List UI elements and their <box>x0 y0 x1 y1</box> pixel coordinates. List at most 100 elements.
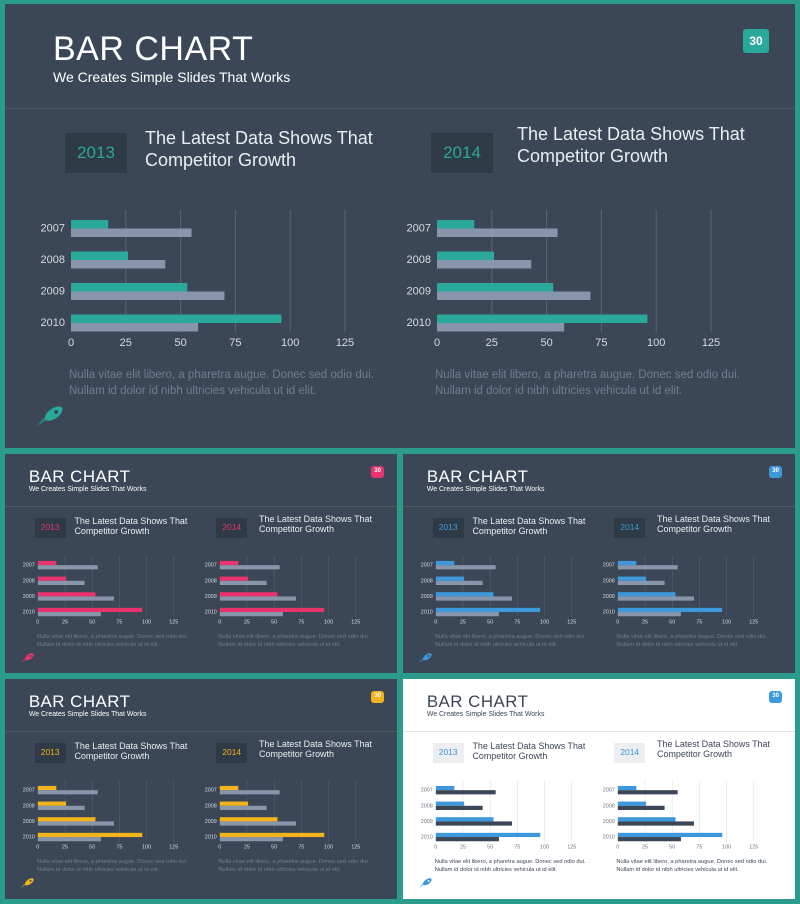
page-number-badge: 30 <box>743 29 769 53</box>
x-tick-label: 0 <box>36 845 39 851</box>
bar-2008-series-1 <box>617 801 646 807</box>
category-label: 2008 <box>602 579 614 585</box>
headline-line-2: Competitor Growth <box>259 524 334 535</box>
bar-2008-series-1 <box>219 576 248 582</box>
x-tick-label: 125 <box>702 337 720 349</box>
x-tick-label: 50 <box>271 845 277 851</box>
year-label: 2013 <box>432 518 464 538</box>
x-tick-label: 75 <box>696 620 702 626</box>
bar-2008-series-2 <box>437 260 532 269</box>
bar-2010-series-1 <box>71 314 282 323</box>
bar-2007-series-1 <box>617 786 636 791</box>
chart-description: Nulla vitae elit libero, a pharetra augu… <box>435 859 586 875</box>
x-tick-label: 25 <box>120 337 132 349</box>
description-line-2: Nullam id dolor id nibh ultricies vehicu… <box>434 642 558 649</box>
chart-description: Nulla vitae elit libero, a pharetra augu… <box>616 859 767 875</box>
bar-chart-2014: 0 25 50 75 100 125 2007 2008 2009 2010 <box>204 556 360 626</box>
bar-2008-series-1 <box>435 576 465 582</box>
bar-2007-series-1 <box>71 220 109 229</box>
slide-title: BAR CHART <box>28 691 131 711</box>
chart-headline: The Latest Data Shows That Competitor Gro… <box>145 128 373 171</box>
headline-line-1: The Latest Data Shows That <box>259 738 372 749</box>
x-tick-label: 25 <box>486 337 498 349</box>
chart-headline: The Latest Data Shows That Competitor Gro… <box>74 741 187 762</box>
bar-2007-series-1 <box>617 561 636 566</box>
headline-line-2: Competitor Growth <box>259 749 334 760</box>
description-line-2: Nullam id dolor id nibh ultricies vehicu… <box>435 385 683 398</box>
bar-chart-2014: 0 25 50 75 100 125 2007 2008 2009 2010 <box>407 210 720 349</box>
headline-line-1: The Latest Data Shows That <box>472 740 586 751</box>
category-label: 2007 <box>407 223 431 235</box>
x-tick-label: 125 <box>567 845 576 851</box>
chart-headline: The Latest Data Shows That Competitor Gro… <box>259 739 372 760</box>
rocket-icon <box>20 878 34 889</box>
bar-chart-2013: 0 25 50 75 100 125 2007 2008 2009 2010 <box>421 781 576 851</box>
category-label: 2007 <box>204 563 216 569</box>
x-tick-label: 50 <box>487 620 493 626</box>
category-label: 2010 <box>204 835 216 841</box>
bar-chart-2013: 0 25 50 75 100 125 2007 2008 2009 2010 <box>23 781 178 851</box>
chart-headline: The Latest Data Shows That Competitor Gro… <box>472 516 585 537</box>
chart-description: Nulla vitae elit libero, a pharetra augu… <box>435 367 740 399</box>
slide-blue-dark: BAR CHART We Creates Simple Slides That W… <box>403 454 795 673</box>
x-tick-label: 125 <box>351 620 360 626</box>
headline-line-2: Competitor Growth <box>517 145 669 166</box>
slide-title: BAR CHART <box>426 691 529 711</box>
x-tick-label: 25 <box>460 845 466 851</box>
slide-title: BAR CHART <box>53 30 254 68</box>
headline-line-1: The Latest Data Shows That <box>517 124 745 144</box>
bar-2008-series-2 <box>617 806 665 811</box>
chart-description: Nulla vitae elit libero, a pharetra augu… <box>616 634 767 650</box>
slide-title: BAR CHART <box>426 466 529 486</box>
bar-2009-series-2 <box>71 291 225 300</box>
bar-2007-series-1 <box>437 220 475 229</box>
category-label: 2007 <box>421 563 433 569</box>
category-label: 2009 <box>421 594 433 600</box>
bar-2007-series-2 <box>617 565 678 570</box>
slide-subtitle: We Creates Simple Slides That Works <box>28 486 147 494</box>
x-tick-label: 75 <box>595 337 607 349</box>
slide-subtitle: We Creates Simple Slides That Works <box>426 486 545 494</box>
bar-2009-series-2 <box>219 596 296 601</box>
bar-2007-series-2 <box>617 790 678 795</box>
headline-line-1: The Latest Data Shows That <box>74 740 188 751</box>
bar-2010-series-2 <box>71 323 199 332</box>
bar-2009-series-1 <box>617 817 676 822</box>
x-tick-label: 125 <box>169 620 178 626</box>
bar-2010-series-2 <box>219 612 283 617</box>
bar-2009-series-2 <box>435 596 512 601</box>
slide-yellow: BAR CHART We Creates Simple Slides That W… <box>5 679 397 899</box>
year-label: 2013 <box>34 743 66 763</box>
bar-2007-series-2 <box>37 790 98 795</box>
chart-description: Nulla vitae elit libero, a pharetra augu… <box>435 634 586 650</box>
x-tick-label: 25 <box>244 620 250 626</box>
description-line-2: Nullam id dolor id nibh ultricies vehicu… <box>616 867 739 874</box>
chart-headline: The Latest Data Shows That Competitor Gro… <box>657 739 770 760</box>
description-line-1: Nulla vitae elit libero, a pharetra augu… <box>616 634 768 641</box>
x-tick-label: 125 <box>169 845 178 851</box>
rocket-icon <box>418 653 432 664</box>
description-line-2: Nullam id dolor id nibh ultricies vehicu… <box>218 867 341 874</box>
bar-2010-series-2 <box>437 323 565 332</box>
bar-2008-series-1 <box>71 251 128 260</box>
rocket-icon <box>20 653 34 664</box>
page-number-badge: 30 <box>769 466 783 479</box>
x-tick-label: 25 <box>244 845 250 851</box>
bar-2009-series-2 <box>437 291 591 300</box>
category-label: 2010 <box>602 835 614 841</box>
bar-2009-series-1 <box>437 283 554 292</box>
bar-2007-series-2 <box>219 790 280 795</box>
category-label: 2008 <box>407 254 431 266</box>
chart-headline: The Latest Data Shows That Competitor Gro… <box>657 514 770 535</box>
category-label: 2007 <box>602 563 614 569</box>
bar-2009-series-1 <box>37 817 96 822</box>
x-tick-label: 0 <box>434 845 437 851</box>
bar-chart-2014: 0 25 50 75 100 125 2007 2008 2009 2010 <box>602 556 758 626</box>
bar-2008-series-1 <box>435 801 465 807</box>
x-tick-label: 25 <box>642 620 648 626</box>
year-label: 2014 <box>614 518 646 538</box>
category-label: 2010 <box>41 317 65 329</box>
bar-2009-series-2 <box>617 821 694 826</box>
x-tick-label: 75 <box>696 845 702 851</box>
description-line-2: Nullam id dolor id nibh ultricies vehicu… <box>36 642 160 649</box>
